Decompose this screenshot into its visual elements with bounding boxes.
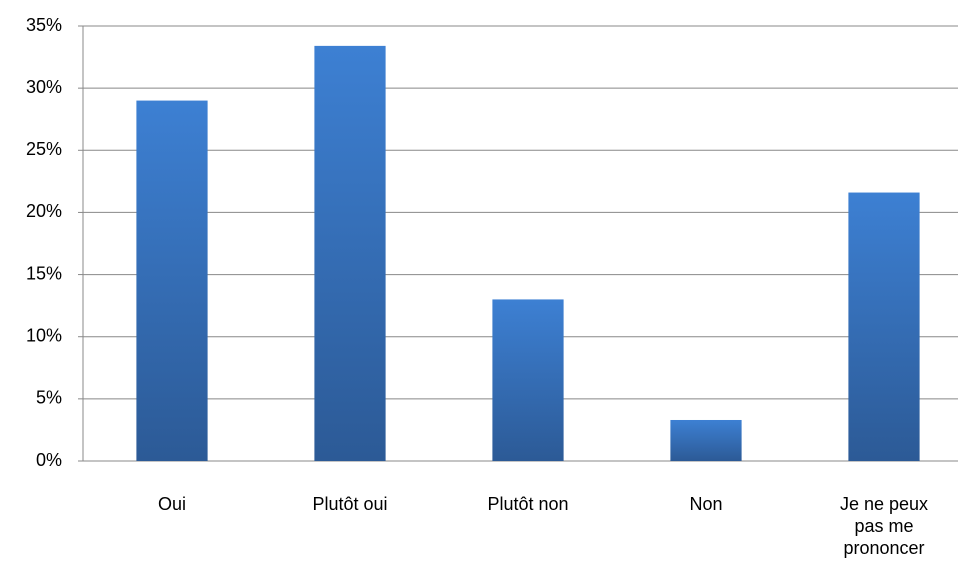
x-tick-label: Oui bbox=[157, 494, 186, 514]
bar bbox=[136, 100, 208, 462]
y-tick-label: 15% bbox=[26, 263, 62, 283]
y-tick-label: 5% bbox=[36, 388, 62, 408]
y-tick-label: 0% bbox=[36, 450, 62, 470]
bar bbox=[492, 299, 564, 461]
x-tick-label: Plutôt non bbox=[487, 494, 569, 514]
y-tick-label: 30% bbox=[26, 77, 62, 97]
bar bbox=[670, 419, 742, 461]
x-tick-label: Non bbox=[689, 494, 723, 514]
bar bbox=[848, 192, 920, 462]
y-tick-label: 25% bbox=[26, 139, 62, 159]
x-tick-label: Je ne peux pas me prononcer bbox=[839, 494, 929, 558]
x-tick-label: Plutôt oui bbox=[312, 494, 388, 514]
y-tick-label: 20% bbox=[26, 201, 62, 221]
y-tick-label: 35% bbox=[26, 15, 62, 35]
y-tick-label: 10% bbox=[26, 325, 62, 345]
bar bbox=[314, 45, 386, 462]
